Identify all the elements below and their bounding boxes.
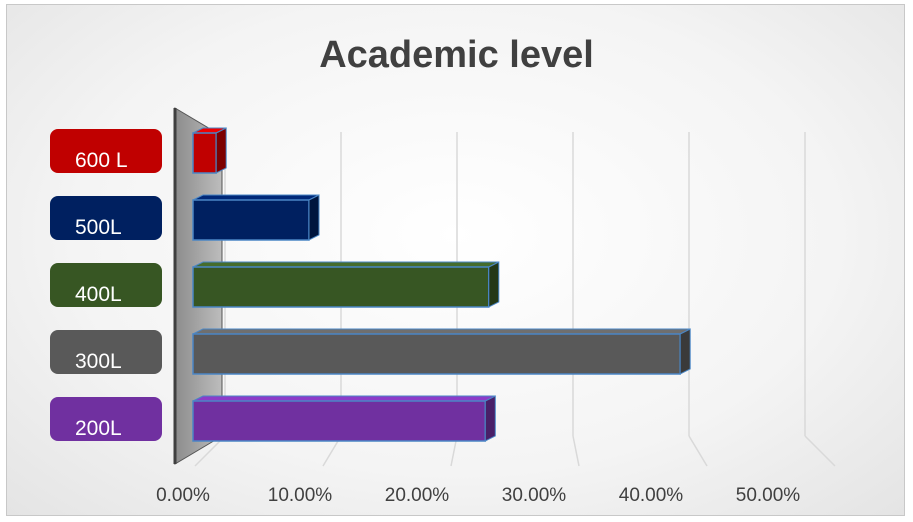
gridline-floor [572, 435, 580, 467]
category-label-text: 200L [75, 417, 122, 440]
bar-front-face [192, 199, 310, 241]
category-label-box [50, 330, 162, 374]
bar-front-face [192, 333, 681, 375]
category-label-text: 600 L [75, 149, 128, 172]
category-label: 600 L [50, 129, 162, 173]
gridline-floor [804, 435, 836, 467]
bar [192, 261, 500, 308]
bar [192, 395, 496, 442]
x-tick-label: 30.00% [502, 485, 567, 506]
x-tick-label: 20.00% [385, 485, 450, 506]
x-tick-label: 10.00% [268, 485, 333, 506]
bar-side-face [484, 395, 496, 442]
x-tick-label: 40.00% [619, 485, 684, 506]
category-label-box [50, 397, 162, 441]
category-label-text: 300L [75, 350, 122, 373]
category-label: 400L [50, 263, 162, 307]
bar [192, 328, 691, 375]
category-label-text: 400L [75, 283, 122, 306]
x-tick-label: 50.00% [736, 485, 801, 506]
bar [192, 194, 320, 241]
category-labels: 600 L 500L 400L 300L 200L [50, 129, 162, 441]
bar-side-face [488, 261, 500, 308]
bar-side-face [308, 194, 320, 241]
category-label-box [50, 196, 162, 240]
category-label-box [50, 129, 162, 173]
bar [192, 127, 227, 174]
bar-front-face [192, 266, 490, 308]
bar-side-face [215, 127, 227, 174]
x-axis-ticks: 0.00% 10.00% 20.00% 30.00% 40.00% 50.00% [156, 485, 800, 506]
x-tick-label: 0.00% [156, 485, 210, 506]
bars [192, 127, 691, 442]
category-label: 300L [50, 330, 162, 374]
bar-front-face [192, 400, 487, 442]
category-label-text: 500L [75, 216, 122, 239]
category-label: 200L [50, 397, 162, 441]
category-label: 500L [50, 196, 162, 240]
bar-side-face [679, 328, 691, 375]
bar-front-face [192, 132, 217, 174]
gridline-floor [688, 435, 708, 467]
chart-title: Academic level [319, 34, 594, 76]
category-label-box [50, 263, 162, 307]
